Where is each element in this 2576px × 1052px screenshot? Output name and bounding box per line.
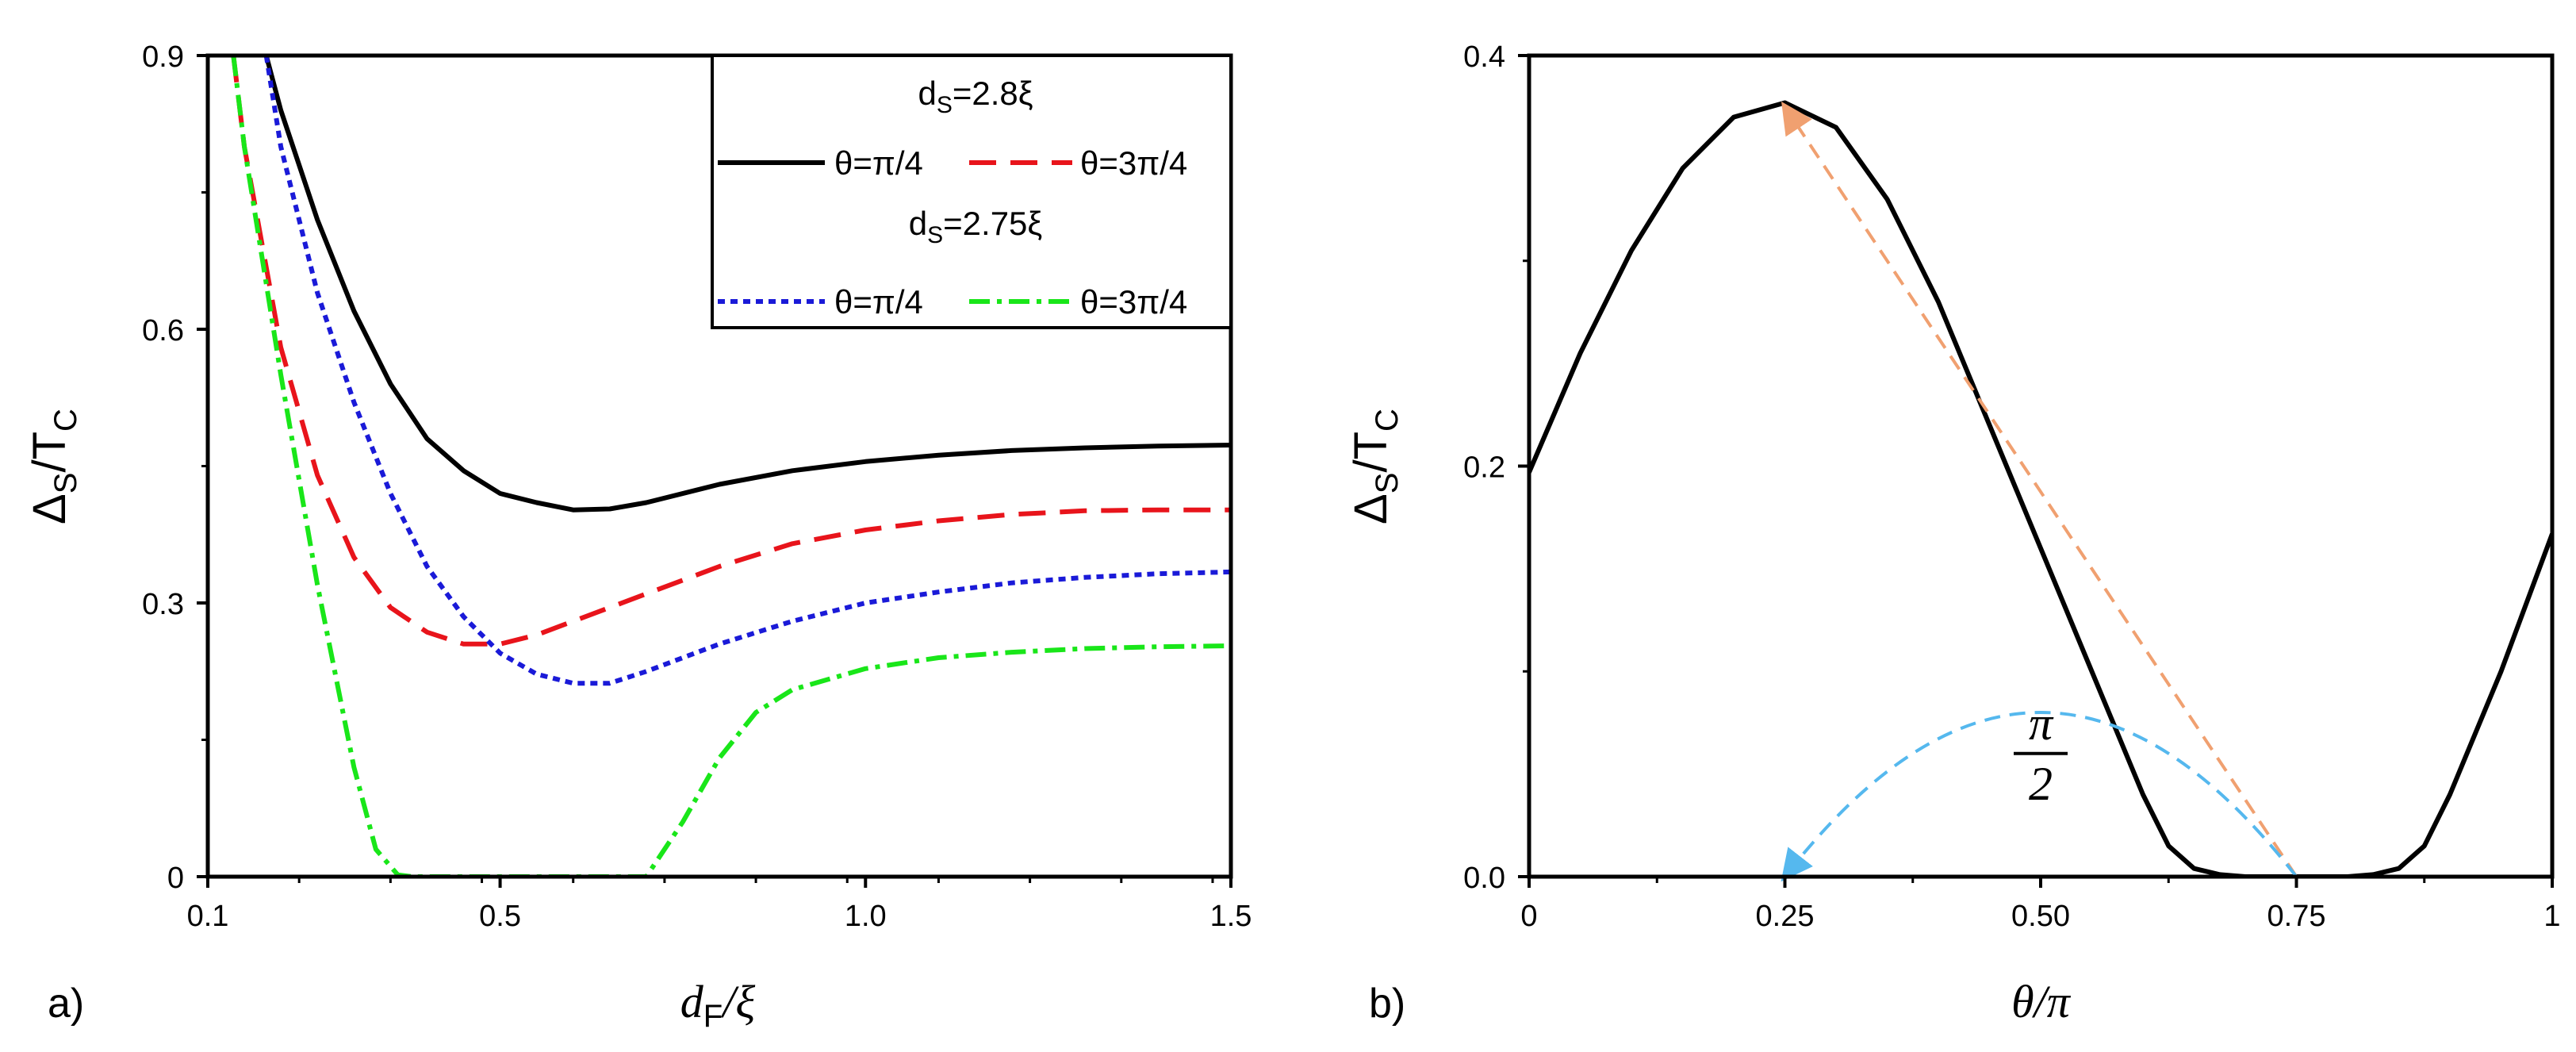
chart-b-ytick-label: 0.0 xyxy=(1463,862,1505,895)
legend-label-3: θ=π/4 xyxy=(834,283,923,321)
legend-label-4: θ=3π/4 xyxy=(1080,283,1187,321)
chart-b-xtick-label: 0 xyxy=(1520,900,1537,933)
chart-b-arrows xyxy=(1781,102,2298,882)
chart-a-xtick-label: 1.5 xyxy=(1210,900,1252,933)
panel-b-label: b) xyxy=(1369,981,1405,1027)
annotation-numerator: π xyxy=(2029,697,2054,750)
annotation-denominator: 2 xyxy=(2029,758,2053,810)
chart-a-series-3-line xyxy=(263,56,1231,686)
chart-b-xtick-label: 0.75 xyxy=(2267,900,2326,933)
chart-b-ticks: 0 0.25 0.50 0.75 1 0.0 0.2 0.4 xyxy=(1463,40,2560,933)
chart-a-series-1-line xyxy=(263,56,1231,513)
pi-over-2-annotation: π 2 xyxy=(2014,697,2068,810)
orange-arrow xyxy=(1781,102,2298,878)
legend-title-ds-2-75: dS=2.75ξ xyxy=(909,205,1042,248)
chart-b-xtick-label: 0.50 xyxy=(2011,900,2070,933)
chart-b-xtick-label: 0.25 xyxy=(1756,900,1815,933)
chart-a-xlabel: dF/ξ xyxy=(680,976,756,1034)
chart-a-xtick-label: 0.5 xyxy=(479,900,521,933)
legend-box xyxy=(711,54,1232,329)
legend-title-ds-2-8: dS=2.8ξ xyxy=(918,75,1033,118)
panel-a-label: a) xyxy=(48,981,84,1027)
legend-label-2: θ=3π/4 xyxy=(1080,144,1187,182)
legend-label-1: θ=π/4 xyxy=(834,144,923,182)
chart-b-ytick-label: 0.2 xyxy=(1463,451,1505,485)
chart-a-xtick-label: 1.0 xyxy=(845,900,887,933)
chart-a-series-2-line xyxy=(231,56,1231,647)
chart-b-series-group xyxy=(1529,100,2552,877)
chart-b-xlabel: θ/π xyxy=(2011,976,2072,1027)
chart-a-xtick-label: 0.1 xyxy=(187,900,229,933)
chart-a-legend: dS=2.8ξ θ=π/4 θ=3π/4 dS=2.75ξ θ=π/4 θ=3π… xyxy=(711,54,1232,329)
chart-b: 0 0.25 0.50 0.75 1 0.0 0.2 0.4 ΔS/TC θ/π π 2 xyxy=(1345,40,2561,1027)
chart-b-series-1-line xyxy=(1529,100,2552,877)
chart-b-ylabel: ΔS/TC xyxy=(1345,409,1405,524)
chart-a-ytick-label: 0.3 xyxy=(142,588,184,621)
chart-a-ytick-label: 0 xyxy=(167,862,184,895)
chart-a-series-group xyxy=(231,56,1231,877)
chart-a-ytick-label: 0.6 xyxy=(142,314,184,347)
chart-a-ytick-label: 0.9 xyxy=(142,40,184,74)
chart-b-xtick-label: 1 xyxy=(2543,900,2560,933)
blue-arc-arrow xyxy=(1781,711,2298,882)
chart-a-ylabel: ΔS/TC xyxy=(24,409,83,524)
chart-b-ytick-label: 0.4 xyxy=(1463,40,1505,74)
chart-a-ticks: 0.1 0.5 1.0 1.5 0 0.3 0.6 0.9 xyxy=(142,40,1252,933)
chart-a: 0.1 0.5 1.0 1.5 0 0.3 0.6 0.9 ΔS/TC dF/ξ dS=2.8… xyxy=(24,40,1252,1034)
chart-a-series-4-line xyxy=(231,56,1231,877)
